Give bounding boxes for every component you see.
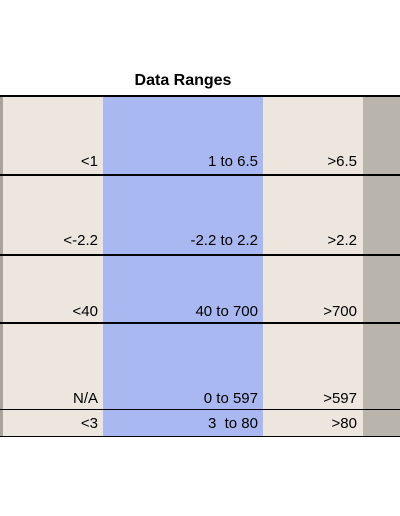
mid-column bbox=[103, 96, 263, 437]
high-column bbox=[263, 96, 363, 437]
low-range: <1 bbox=[80, 153, 98, 170]
row-border bbox=[0, 409, 400, 410]
low-range: N/A bbox=[72, 390, 98, 407]
left-edge-column bbox=[0, 96, 3, 437]
mid-range: 1 to 6.5 bbox=[207, 153, 258, 170]
row-border bbox=[0, 254, 400, 256]
mid-range: 3 to 80 bbox=[207, 415, 258, 432]
row-border bbox=[0, 436, 400, 437]
row-border bbox=[0, 95, 400, 97]
low-column bbox=[3, 96, 103, 437]
low-range: <40 bbox=[72, 303, 98, 320]
low-range: <3 bbox=[80, 415, 98, 432]
right-edge-column bbox=[363, 96, 400, 437]
low-range: <-2.2 bbox=[63, 232, 98, 249]
mid-range: -2.2 to 2.2 bbox=[190, 232, 258, 249]
high-range: >6.5 bbox=[327, 153, 357, 170]
high-range: >700 bbox=[323, 303, 357, 320]
mid-range: 0 to 597 bbox=[203, 390, 258, 407]
high-range: >597 bbox=[323, 390, 357, 407]
high-range: >80 bbox=[331, 415, 357, 432]
row-border bbox=[0, 174, 400, 176]
mid-range: 40 to 700 bbox=[195, 303, 258, 320]
row-border bbox=[0, 322, 400, 324]
table-title: Data Ranges bbox=[134, 72, 232, 89]
high-range: >2.2 bbox=[327, 232, 357, 249]
